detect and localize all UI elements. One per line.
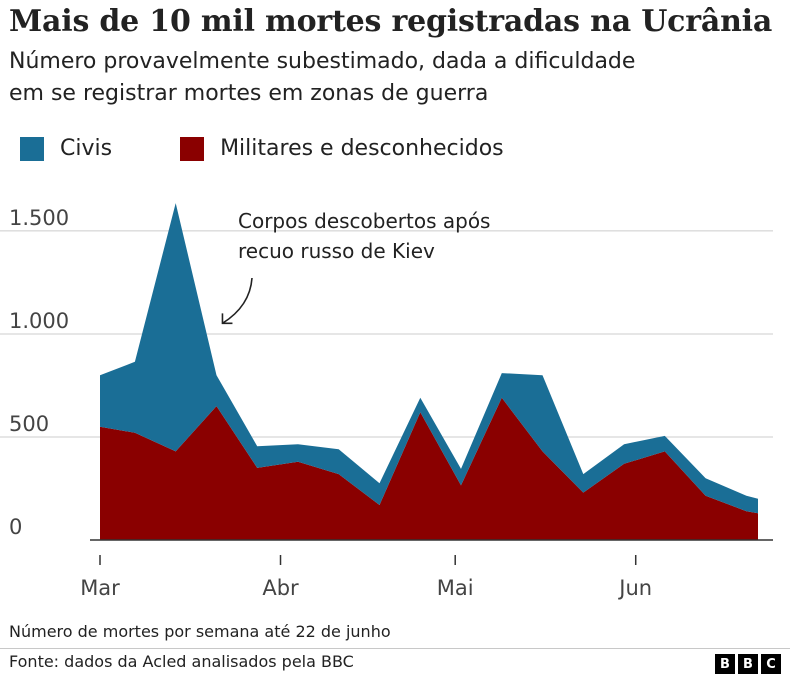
subtitle-line-1: Número provavelmente subestimado, dada a… (9, 49, 636, 74)
annotation-arrow (222, 277, 253, 325)
legend-item-civis: Civis (20, 136, 112, 161)
legend-label-civis: Civis (60, 136, 113, 161)
area-series (100, 397, 758, 540)
bbc-logo-letter-1: B (715, 654, 735, 674)
legend-swatch-militares (180, 136, 205, 161)
x-axis-ticks: Mar Abr Mai Jun (80, 555, 652, 600)
x-tick-label: Abr (262, 576, 299, 600)
y-axis-tick-labels: 0 500 1.000 1.500 (9, 206, 69, 539)
y-tick-label: 500 (9, 412, 49, 436)
x-tick-label: Mai (437, 576, 474, 600)
source-note: Fonte: dados da Acled analisados pela BB… (9, 652, 354, 671)
x-tick-label: Mar (80, 576, 120, 600)
chart-title: Mais de 10 mil mortes registradas na Ucr… (9, 4, 773, 39)
bbc-logo-letter-3: C (761, 654, 781, 674)
x-tick-label: Jun (617, 576, 652, 600)
legend-swatch-civis (20, 136, 44, 161)
annotation-text: Corpos descobertos após (238, 209, 490, 233)
footer-divider (0, 648, 790, 649)
legend-label-militares: Militares e desconhecidos (220, 136, 504, 161)
legend-item-militares: Militares e desconhecidos (180, 136, 504, 161)
chart-areas (100, 203, 758, 540)
area-chart: 0 500 1.000 1.500 Mar Abr Mai Jun Corpos desco… (0, 203, 773, 600)
y-tick-label: 1.500 (9, 206, 69, 230)
subtitle-line-2: em se registrar mortes em zonas de guerr… (9, 81, 489, 106)
annotation-text: recuo russo de Kiev (238, 239, 435, 263)
bbc-logo-letter-2: B (738, 654, 758, 674)
chart-subtitle: Número provavelmente subestimado, dada a… (9, 46, 769, 110)
y-tick-label: 0 (9, 515, 22, 539)
bbc-logo: B B C (712, 654, 781, 674)
annotation-arrowhead (221, 313, 233, 325)
y-tick-label: 1.000 (9, 309, 69, 333)
chart-legend: Civis Militares e desconhecidos (20, 136, 504, 161)
footnote: Número de mortes por semana até 22 de ju… (9, 622, 391, 641)
annotation: Corpos descobertos após recuo russo de Ki… (221, 209, 490, 325)
